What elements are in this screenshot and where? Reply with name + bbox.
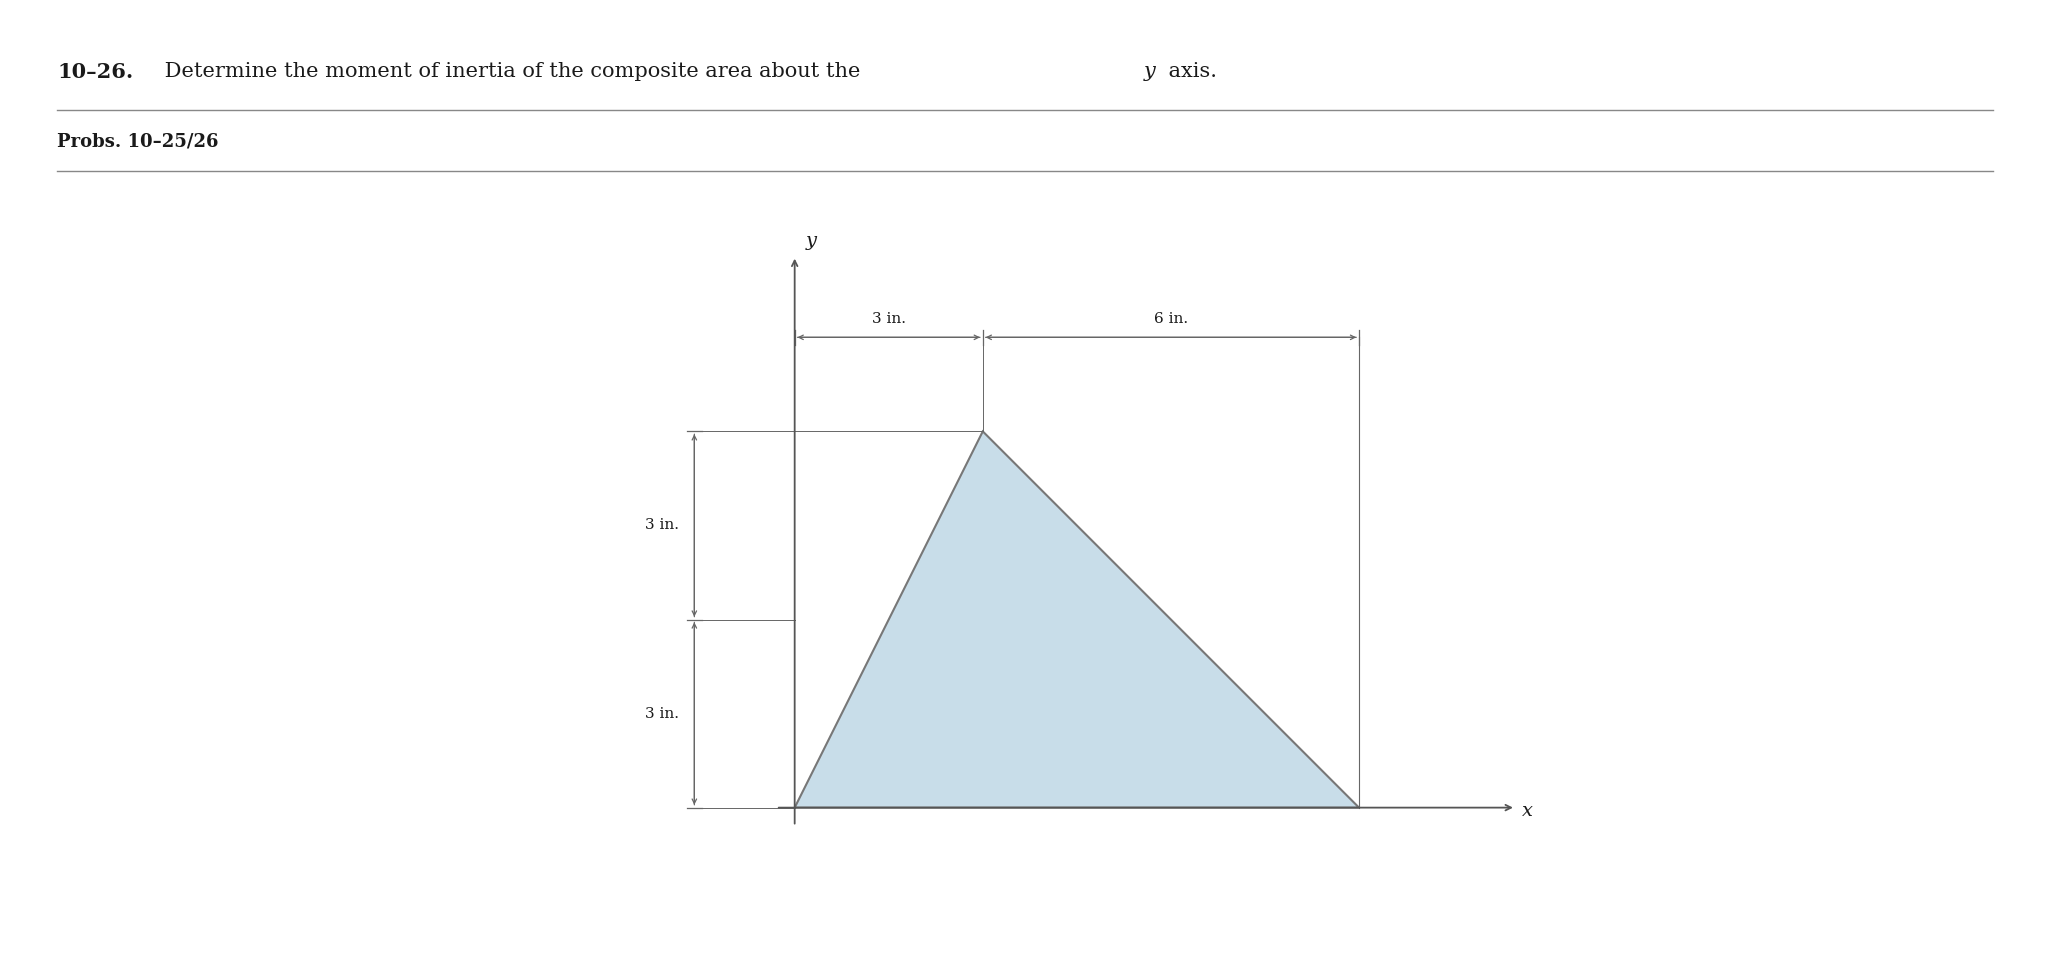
Text: 3 in.: 3 in. — [871, 312, 906, 326]
Text: 3 in.: 3 in. — [644, 518, 679, 533]
Text: 10–26.: 10–26. — [57, 62, 133, 83]
Text: Determine the moment of inertia of the composite area about the: Determine the moment of inertia of the c… — [158, 62, 867, 82]
Text: x: x — [1521, 802, 1533, 820]
Text: Probs. 10–25/26: Probs. 10–25/26 — [57, 132, 219, 151]
Text: 3 in.: 3 in. — [644, 707, 679, 721]
Text: 6 in.: 6 in. — [1154, 312, 1187, 326]
Polygon shape — [795, 431, 1359, 807]
Text: axis.: axis. — [1162, 62, 1218, 82]
Text: y: y — [806, 231, 818, 250]
Text: y: y — [1144, 62, 1156, 82]
